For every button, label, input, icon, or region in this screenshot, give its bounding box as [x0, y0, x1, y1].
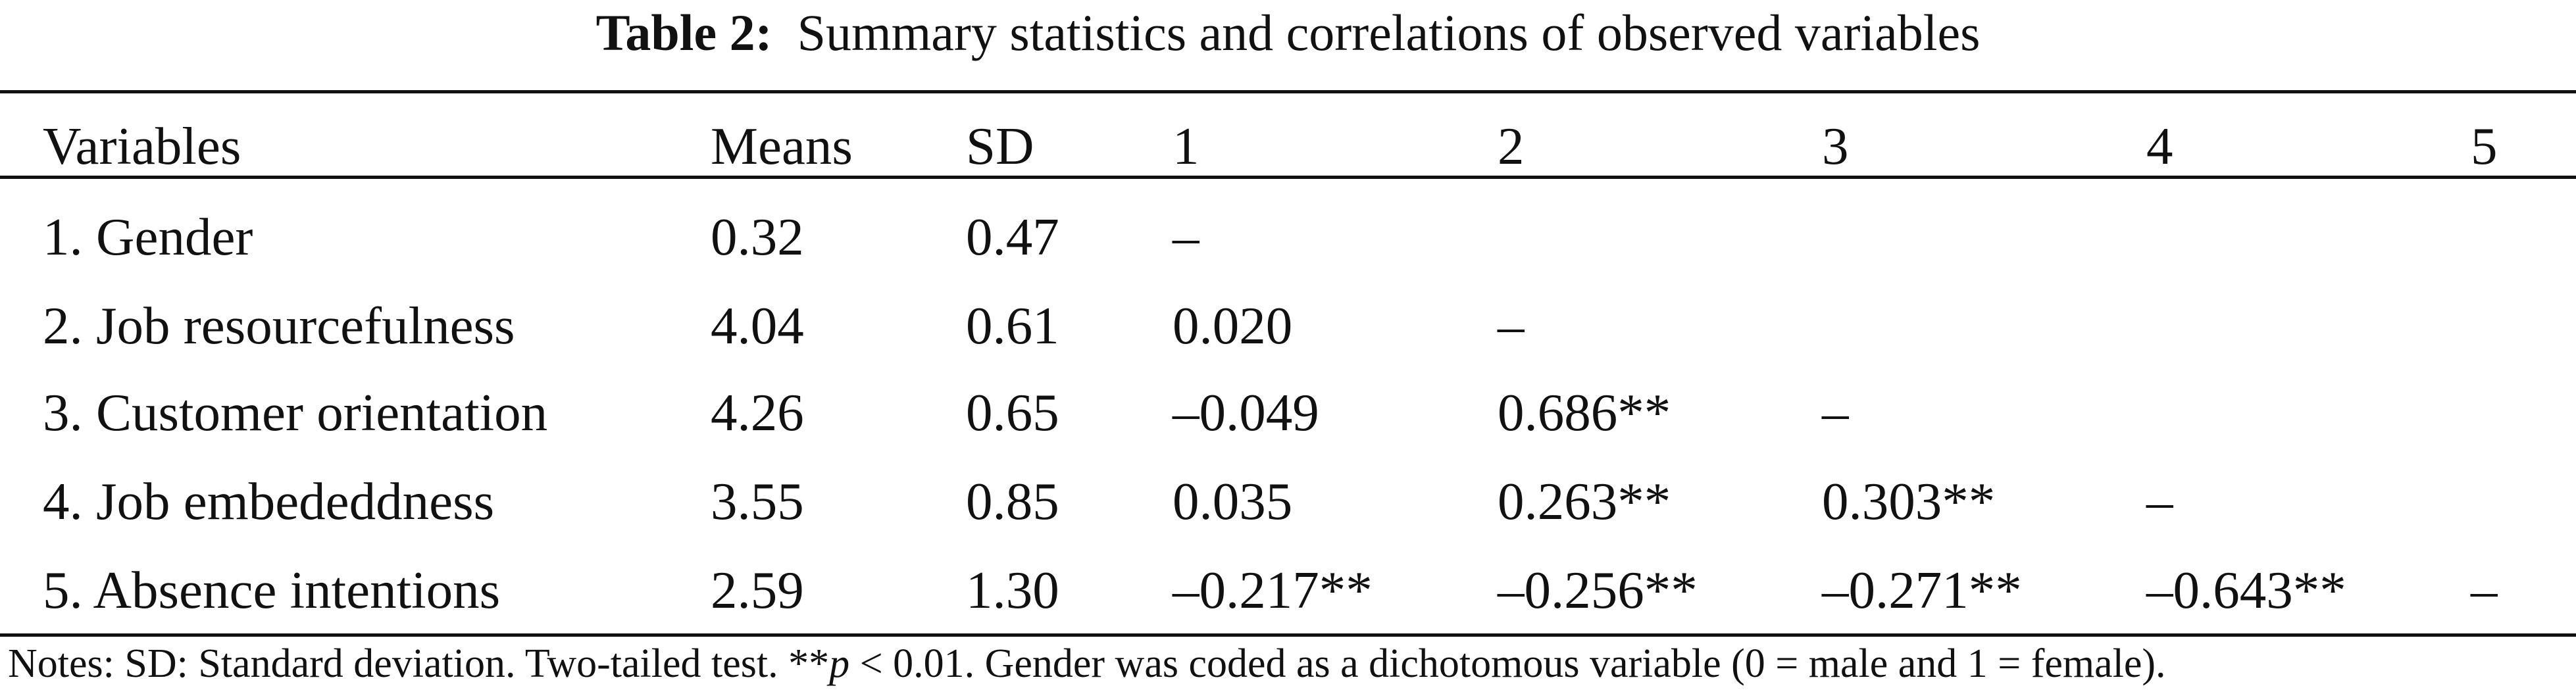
table-row: 1. Gender 0.32 0.47 –: [0, 194, 2576, 283]
bottom-rule: [0, 633, 2576, 637]
header-col-4: 4: [2146, 116, 2173, 176]
table-notes: Notes: SD: Standard deviation. Two-taile…: [8, 638, 2166, 690]
table-header-row: Variables Means SD 1 2 3 4 5: [0, 103, 2576, 189]
cell-corr-2: 0.263**: [1498, 472, 1671, 531]
cell-variable: 3. Customer orientation: [43, 383, 548, 442]
notes-text-end: < 0.01. Gender was coded as a dichotomou…: [849, 641, 2166, 686]
header-rule: [0, 176, 2576, 179]
table-row: 5. Absence intentions 2.59 1.30 –0.217**…: [0, 547, 2576, 636]
cell-corr-2: 0.686**: [1498, 383, 1671, 442]
table-row: 3. Customer orientation 4.26 0.65 –0.049…: [0, 370, 2576, 458]
cell-mean: 4.04: [711, 296, 804, 355]
cell-corr-3: –0.271**: [1822, 560, 2022, 620]
table-row: 2. Job resourcefulness 4.04 0.61 0.020 –: [0, 283, 2576, 372]
cell-variable: 4. Job embededdness: [43, 472, 495, 531]
cell-corr-2: –0.256**: [1498, 560, 1698, 620]
cell-corr-5: –: [2471, 560, 2498, 620]
cell-sd: 0.61: [966, 296, 1059, 355]
cell-mean: 0.32: [711, 207, 804, 266]
header-col-3: 3: [1822, 116, 1849, 176]
cell-mean: 3.55: [711, 472, 804, 531]
cell-sd: 0.65: [966, 383, 1059, 442]
cell-corr-2: –: [1498, 296, 1525, 355]
cell-corr-3: –: [1822, 383, 1849, 442]
top-rule: [0, 90, 2576, 93]
notes-text-start: Notes: SD: Standard deviation. Two-taile…: [8, 641, 830, 686]
cell-corr-3: 0.303**: [1822, 472, 1996, 531]
header-means: Means: [711, 116, 853, 176]
table-title: Table 2: Summary statistics and correlati…: [0, 0, 2576, 66]
header-col-5: 5: [2471, 116, 2498, 176]
table-caption: Summary statistics and correlations of o…: [797, 4, 1981, 61]
header-variables: Variables: [43, 116, 241, 176]
cell-mean: 4.26: [711, 383, 804, 442]
cell-corr-1: 0.035: [1173, 472, 1293, 531]
table-row: 4. Job embededdness 3.55 0.85 0.035 0.26…: [0, 458, 2576, 547]
cell-corr-4: –0.643**: [2146, 560, 2346, 620]
cell-sd: 1.30: [966, 560, 1059, 620]
header-sd: SD: [966, 116, 1034, 176]
cell-sd: 0.47: [966, 207, 1059, 266]
cell-corr-1: –0.049: [1173, 383, 1319, 442]
cell-variable: 1. Gender: [43, 207, 253, 266]
cell-variable: 2. Job resourcefulness: [43, 296, 515, 355]
cell-sd: 0.85: [966, 472, 1059, 531]
cell-corr-4: –: [2146, 472, 2173, 531]
cell-variable: 5. Absence intentions: [43, 560, 501, 620]
table-label: Table 2:: [595, 4, 772, 61]
cell-corr-1: 0.020: [1173, 296, 1293, 355]
cell-corr-1: –0.217**: [1173, 560, 1373, 620]
cell-mean: 2.59: [711, 560, 804, 620]
header-col-1: 1: [1173, 116, 1200, 176]
notes-p-symbol: p: [829, 641, 850, 686]
cell-corr-1: –: [1173, 207, 1200, 266]
header-col-2: 2: [1498, 116, 1525, 176]
